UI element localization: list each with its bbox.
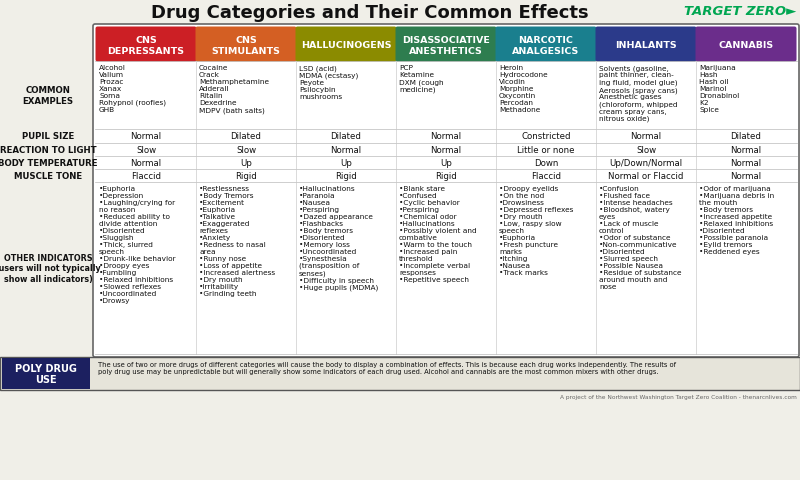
- Text: Normal: Normal: [730, 159, 762, 168]
- FancyBboxPatch shape: [595, 27, 697, 62]
- Text: Alcohol
Valium
Prozac
Xanax
Soma
Rohypnol (roofies)
GHB: Alcohol Valium Prozac Xanax Soma Rohypno…: [99, 65, 166, 113]
- Text: Heroin
Hydrocodone
Vicodin
Morphine
Oxycontin
Percodan
Methadone: Heroin Hydrocodone Vicodin Morphine Oxyc…: [499, 65, 548, 113]
- Text: CANNABIS: CANNABIS: [718, 41, 774, 50]
- Text: OTHER INDICATORS
(users will not typically
show all indicators): OTHER INDICATORS (users will not typical…: [0, 253, 101, 283]
- Text: •Confusion
•Flushed face
•Intense headaches
•Bloodshot, watery
eyes
•Lack of mus: •Confusion •Flushed face •Intense headac…: [599, 186, 682, 289]
- Text: Normal: Normal: [730, 172, 762, 180]
- Text: •Blank stare
•Confused
•Cyclic behavior
•Perspiring
•Chemical odor
•Hallucinatio: •Blank stare •Confused •Cyclic behavior …: [399, 186, 477, 282]
- Text: TARGET ZERO►: TARGET ZERO►: [684, 5, 796, 18]
- FancyBboxPatch shape: [495, 27, 597, 62]
- Text: BODY TEMPERATURE: BODY TEMPERATURE: [0, 159, 98, 168]
- Text: •Hallucinations
•Paranoia
•Nausea
•Perspiring
•Dazed appearance
•Flashbacks
•Bod: •Hallucinations •Paranoia •Nausea •Persp…: [299, 186, 378, 291]
- Text: HALLUCINOGENS: HALLUCINOGENS: [301, 41, 391, 50]
- Text: Slow: Slow: [236, 146, 256, 155]
- Text: Normal: Normal: [130, 159, 162, 168]
- Text: •Odor of marijuana
•Marijuana debris in
the mouth
•Body tremors
•Increased appet: •Odor of marijuana •Marijuana debris in …: [699, 186, 774, 254]
- Text: Dilated: Dilated: [330, 132, 362, 141]
- Text: PUPIL SIZE: PUPIL SIZE: [22, 132, 74, 141]
- Text: •Restlessness
•Body Tremors
•Excitement
•Euphoria
•Talkative
•Exaggerated
reflex: •Restlessness •Body Tremors •Excitement …: [199, 186, 275, 296]
- Text: Normal: Normal: [630, 132, 662, 141]
- Text: Dilated: Dilated: [230, 132, 262, 141]
- Text: Slow: Slow: [136, 146, 156, 155]
- Text: LSD (acid)
MDMA (ecstasy)
Peyote
Psilocybin
mushrooms: LSD (acid) MDMA (ecstasy) Peyote Psilocy…: [299, 65, 358, 100]
- Text: CNS
STIMULANTS: CNS STIMULANTS: [211, 36, 281, 56]
- Text: Up: Up: [440, 159, 452, 168]
- Text: Up: Up: [240, 159, 252, 168]
- Text: NARCOTIC
ANALGESICS: NARCOTIC ANALGESICS: [512, 36, 580, 56]
- Text: Solvents (gasoline,
paint thinner, clean-
ing fluid, model glue)
Aerosols (spray: Solvents (gasoline, paint thinner, clean…: [599, 65, 678, 122]
- Text: •Euphoria
•Depression
•Laughing/crying for
no reason
•Reduced ability to
divide : •Euphoria •Depression •Laughing/crying f…: [99, 186, 176, 303]
- Text: Up/Down/Normal: Up/Down/Normal: [610, 159, 682, 168]
- Text: DISASSOCIATIVE
ANESTHETICS: DISASSOCIATIVE ANESTHETICS: [402, 36, 490, 56]
- Text: CNS
DEPRESSANTS: CNS DEPRESSANTS: [107, 36, 185, 56]
- Text: PCP
Ketamine
DXM (cough
medicine): PCP Ketamine DXM (cough medicine): [399, 65, 444, 93]
- Bar: [2, 358, 90, 389]
- Text: •Droopy eyelids
•On the nod
•Drowsiness
•Depressed reflexes
•Dry mouth
•Low, ras: •Droopy eyelids •On the nod •Drowsiness …: [499, 186, 574, 276]
- Text: A project of the Northwest Washington Target Zero Coalition - thenarcnlives.com: A project of the Northwest Washington Ta…: [560, 394, 797, 399]
- Text: Normal: Normal: [730, 146, 762, 155]
- FancyBboxPatch shape: [95, 27, 197, 62]
- FancyBboxPatch shape: [395, 27, 497, 62]
- Text: Normal: Normal: [430, 132, 462, 141]
- Bar: [0, 357, 800, 390]
- FancyBboxPatch shape: [295, 27, 397, 62]
- Text: POLY DRUG
USE: POLY DRUG USE: [15, 363, 77, 384]
- Text: REACTION TO LIGHT: REACTION TO LIGHT: [0, 146, 96, 155]
- Text: The use of two or more drugs of different categories will cause the body to disp: The use of two or more drugs of differen…: [98, 361, 676, 374]
- Text: Little or none: Little or none: [518, 146, 574, 155]
- Text: Drug Categories and Their Common Effects: Drug Categories and Their Common Effects: [151, 4, 589, 22]
- Text: Normal: Normal: [130, 132, 162, 141]
- Text: INHALANTS: INHALANTS: [615, 41, 677, 50]
- Text: MUSCLE TONE: MUSCLE TONE: [14, 172, 82, 180]
- Text: Rigid: Rigid: [435, 172, 457, 180]
- Text: Normal: Normal: [330, 146, 362, 155]
- FancyBboxPatch shape: [93, 25, 799, 357]
- Text: Cocaine
Crack
Methamphetamine
Adderall
Ritalin
Dexedrine
MDPV (bath salts): Cocaine Crack Methamphetamine Adderall R…: [199, 65, 269, 113]
- Text: Dilated: Dilated: [730, 132, 762, 141]
- Text: Up: Up: [340, 159, 352, 168]
- Text: Rigid: Rigid: [335, 172, 357, 180]
- Text: Constricted: Constricted: [522, 132, 570, 141]
- Text: COMMON
EXAMPLES: COMMON EXAMPLES: [22, 86, 74, 106]
- Text: Normal: Normal: [430, 146, 462, 155]
- Text: Down: Down: [534, 159, 558, 168]
- FancyBboxPatch shape: [695, 27, 797, 62]
- Text: Slow: Slow: [636, 146, 656, 155]
- Text: Normal or Flaccid: Normal or Flaccid: [608, 172, 684, 180]
- Text: Flaccid: Flaccid: [131, 172, 161, 180]
- Text: Rigid: Rigid: [235, 172, 257, 180]
- Text: Flaccid: Flaccid: [531, 172, 561, 180]
- Text: Marijuana
Hash
Hash oil
Marinol
Dronabinol
K2
Spice: Marijuana Hash Hash oil Marinol Dronabin…: [699, 65, 739, 113]
- FancyBboxPatch shape: [195, 27, 297, 62]
